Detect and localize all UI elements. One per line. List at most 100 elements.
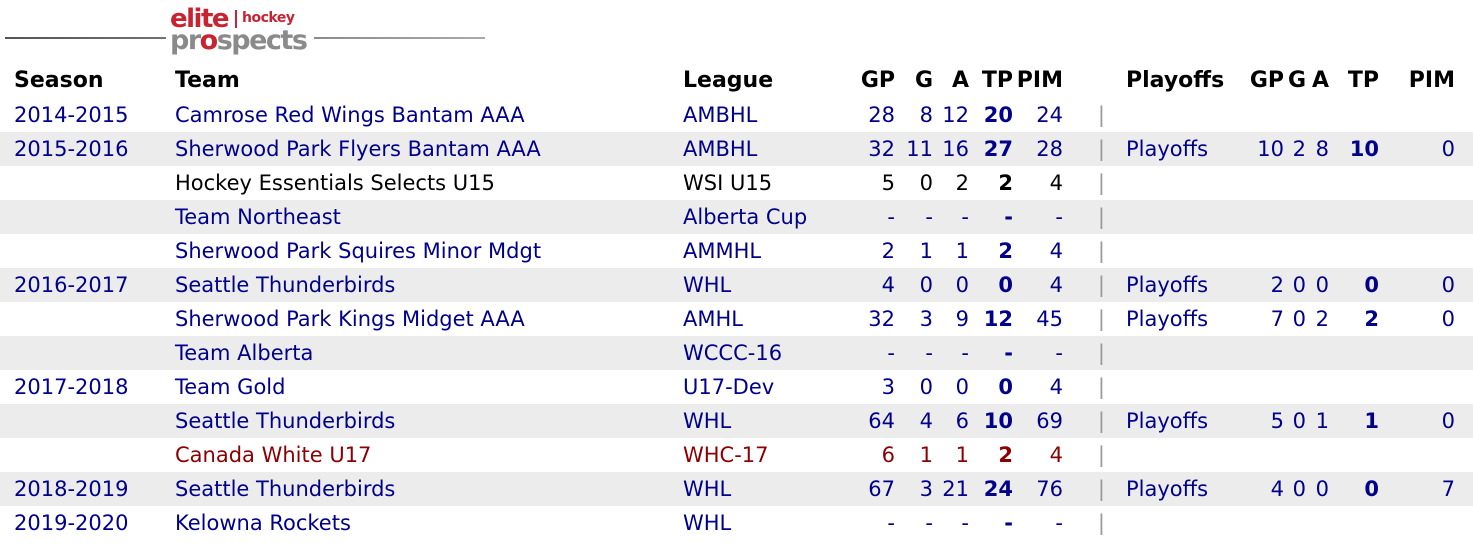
logo-top-line: elite hockey (170, 6, 306, 32)
season-cell[interactable]: 2019-2020 (14, 511, 129, 535)
table-row: 2017-2018 Team Gold U17-Dev 3 0 0 0 4 | (0, 370, 1473, 404)
playoff-pim-cell (1379, 370, 1473, 404)
gp-cell: 6 (881, 443, 895, 467)
playoff-tp-cell (1329, 98, 1379, 132)
col-header-playoffs: Playoffs (1126, 67, 1225, 93)
team-link[interactable]: Seattle Thunderbirds (162, 268, 669, 302)
separator-bar: | (1063, 268, 1109, 302)
playoffs-link[interactable]: Playoffs (1109, 132, 1226, 166)
team-link[interactable]: Seattle Thunderbirds (162, 404, 669, 438)
g-cell: 1 (919, 443, 933, 467)
season-cell (0, 302, 162, 336)
tp-cell: - (969, 200, 1013, 234)
playoffs-link[interactable]: Playoffs (1109, 268, 1226, 302)
playoff-gp-cell: 4 (1226, 472, 1284, 506)
playoff-pim-cell (1379, 438, 1473, 472)
playoff-gp-cell: 7 (1270, 307, 1284, 331)
playoffs-link[interactable]: Playoffs (1126, 307, 1209, 331)
stats-table-body: 2014-2015 Camrose Red Wings Bantam AAA A… (0, 98, 1473, 540)
league-link[interactable]: WHL (669, 268, 847, 302)
separator-bar: | (1063, 336, 1109, 370)
playoff-tp-cell: 2 (1364, 307, 1379, 331)
playoff-g-cell (1284, 438, 1306, 472)
playoff-pim-cell (1379, 506, 1473, 540)
league-link[interactable]: U17-Dev (683, 375, 775, 399)
season-cell[interactable]: 2015-2016 (0, 132, 162, 166)
pim-cell: 45 (1036, 307, 1063, 331)
playoff-pim-cell (1379, 200, 1473, 234)
separator-bar: | (1097, 511, 1105, 535)
playoff-gp-cell (1226, 336, 1284, 370)
separator-bar: | (1097, 103, 1105, 127)
a-cell: 2 (955, 171, 969, 195)
playoff-a-cell (1306, 506, 1329, 540)
league-link[interactable]: AMBHL (683, 103, 758, 127)
logo-elite-text: elite (170, 4, 230, 34)
col-header-separator (1063, 62, 1109, 98)
gp-cell: 5 (881, 171, 895, 195)
season-cell (0, 166, 162, 200)
col-header-pim: PIM (1016, 67, 1063, 93)
separator-bar: | (1097, 443, 1105, 467)
a-cell: - (961, 511, 969, 535)
playoff-tp-cell (1329, 166, 1379, 200)
league-link[interactable]: WCCC-16 (669, 336, 847, 370)
team-link[interactable]: Sherwood Park Flyers Bantam AAA (162, 132, 669, 166)
playoff-gp-cell (1226, 370, 1284, 404)
playoffs-link (1109, 506, 1226, 540)
team-link[interactable]: Team Northeast (162, 200, 669, 234)
table-row: Hockey Essentials Selects U15 WSI U15 5 … (0, 166, 1473, 200)
playoffs-link[interactable]: Playoffs (1109, 472, 1226, 506)
g-cell: 3 (919, 307, 933, 331)
playoff-gp-cell (1226, 98, 1284, 132)
logo-prospects-text: prospects (170, 25, 308, 56)
season-cell (0, 200, 162, 234)
season-cell[interactable]: 2014-2015 (14, 103, 129, 127)
team-link[interactable]: Team Gold (175, 375, 286, 399)
season-cell[interactable]: 2016-2017 (0, 268, 162, 302)
gp-cell: 67 (847, 472, 895, 506)
gp-cell: - (847, 200, 895, 234)
league-link[interactable]: WHC-17 (683, 443, 769, 467)
playoff-gp-cell (1226, 166, 1284, 200)
playoff-g-cell (1284, 370, 1306, 404)
playoff-a-cell: 0 (1306, 268, 1329, 302)
league-link[interactable]: AMMHL (683, 239, 762, 263)
team-link[interactable]: Sherwood Park Squires Minor Mdgt (175, 239, 542, 263)
tp-cell: - (969, 336, 1013, 370)
a-cell: 16 (933, 132, 969, 166)
table-header-row: Season Team League GP G A TP PIM Playoff… (0, 62, 1473, 98)
season-cell (0, 438, 162, 472)
playoff-tp-cell (1329, 438, 1379, 472)
league-link[interactable]: AMBHL (669, 132, 847, 166)
league-link[interactable]: WHL (669, 472, 847, 506)
tp-cell: 27 (969, 132, 1013, 166)
team-link[interactable]: Sherwood Park Kings Midget AAA (175, 307, 525, 331)
league-link[interactable]: WHL (669, 404, 847, 438)
playoff-g-cell (1284, 234, 1306, 268)
playoff-a-cell (1306, 336, 1329, 370)
g-cell: 8 (919, 103, 933, 127)
tp-cell: 20 (983, 103, 1013, 127)
pim-cell: - (1013, 200, 1063, 234)
season-cell[interactable]: 2018-2019 (0, 472, 162, 506)
team-link[interactable]: Seattle Thunderbirds (162, 472, 669, 506)
playoff-pim-cell: 0 (1379, 268, 1473, 302)
a-cell: 21 (933, 472, 969, 506)
col-header-tp: TP (981, 67, 1013, 93)
playoffs-link[interactable]: Playoffs (1109, 404, 1226, 438)
team-link[interactable]: Canada White U17 (175, 443, 372, 467)
g-cell: 0 (895, 268, 933, 302)
team-link[interactable]: Team Alberta (162, 336, 669, 370)
col-header-team: Team (175, 67, 240, 93)
league-link[interactable]: Alberta Cup (669, 200, 847, 234)
team-link[interactable]: Camrose Red Wings Bantam AAA (175, 103, 525, 127)
team-link[interactable]: Kelowna Rockets (175, 511, 351, 535)
league-link[interactable]: WHL (683, 511, 732, 535)
league-link[interactable]: AMHL (683, 307, 743, 331)
table-row: 2019-2020 Kelowna Rockets WHL - - - - - … (0, 506, 1473, 540)
season-cell[interactable]: 2017-2018 (14, 375, 129, 399)
playoff-a-cell (1306, 98, 1329, 132)
pim-cell: 28 (1013, 132, 1063, 166)
logo-prospects-rest: spects (216, 25, 308, 56)
